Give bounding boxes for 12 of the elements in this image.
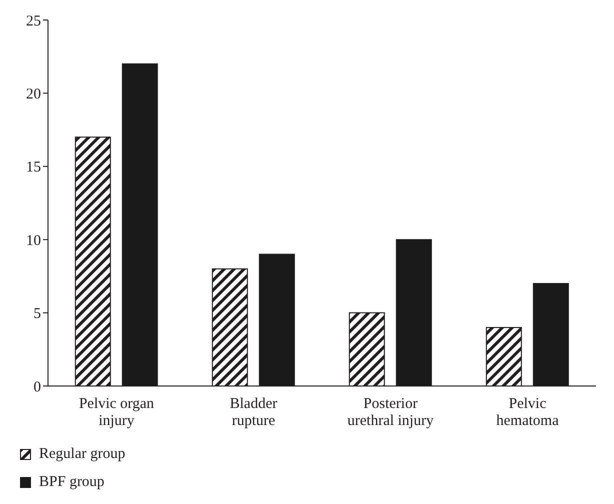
y-tick-label: 20 [26, 86, 41, 103]
legend-label: BPF group [38, 473, 106, 492]
x-tick-label: Pelvic organ injury [78, 396, 155, 429]
y-tick-label: 0 [34, 379, 41, 396]
y-tick-label: 10 [26, 232, 41, 249]
x-tick-label: Pelvic hematoma [496, 396, 560, 429]
y-tick-label: 5 [34, 306, 41, 322]
legend-label: Regular group [38, 445, 126, 464]
y-tick-label: 15 [26, 160, 41, 176]
x-tick-label: Bladder rupture [230, 396, 278, 429]
x-tick-label: Posterior urethral injury [347, 396, 434, 429]
y-tick-label: 25 [26, 13, 41, 30]
